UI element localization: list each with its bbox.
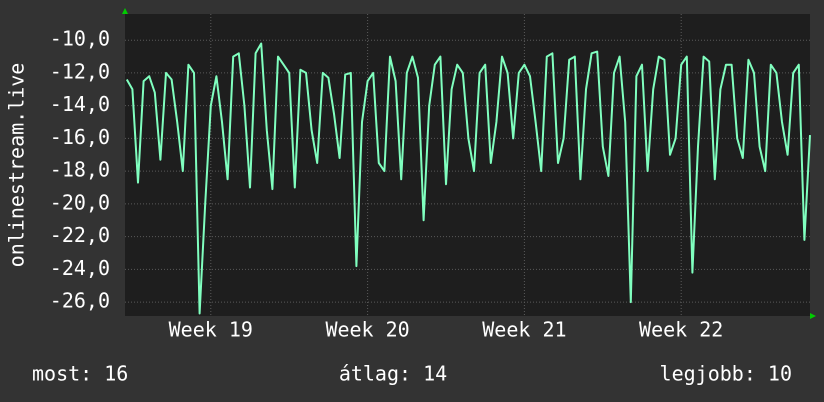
- axis-arrow: [810, 313, 816, 319]
- y-tick-label: -24,0: [50, 256, 110, 280]
- y-axis-label: onlinestream.live: [5, 63, 29, 268]
- data-line: [125, 42, 811, 315]
- x-tick-label: Week 19: [169, 318, 253, 342]
- y-tick-label: -12,0: [50, 59, 110, 83]
- y-tick-label: -20,0: [50, 190, 110, 214]
- axis-arrow: [122, 8, 128, 14]
- y-tick-label: -22,0: [50, 223, 110, 247]
- x-tick-label: Week 20: [325, 318, 409, 342]
- y-tick-label: -10,0: [50, 27, 110, 51]
- footer-stat: most: 16: [32, 362, 128, 386]
- y-tick-label: -26,0: [50, 289, 110, 313]
- footer-stat: legjobb: 10: [660, 362, 792, 386]
- y-tick-label: -16,0: [50, 125, 110, 149]
- y-tick-label: -14,0: [50, 92, 110, 116]
- y-tick-label: -18,0: [50, 158, 110, 182]
- x-tick-label: Week 21: [482, 318, 566, 342]
- x-tick-label: Week 22: [639, 318, 723, 342]
- footer-stat: átlag: 14: [339, 362, 447, 386]
